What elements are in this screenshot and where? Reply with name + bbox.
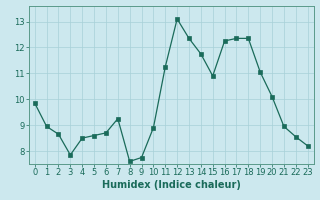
X-axis label: Humidex (Indice chaleur): Humidex (Indice chaleur): [102, 180, 241, 190]
